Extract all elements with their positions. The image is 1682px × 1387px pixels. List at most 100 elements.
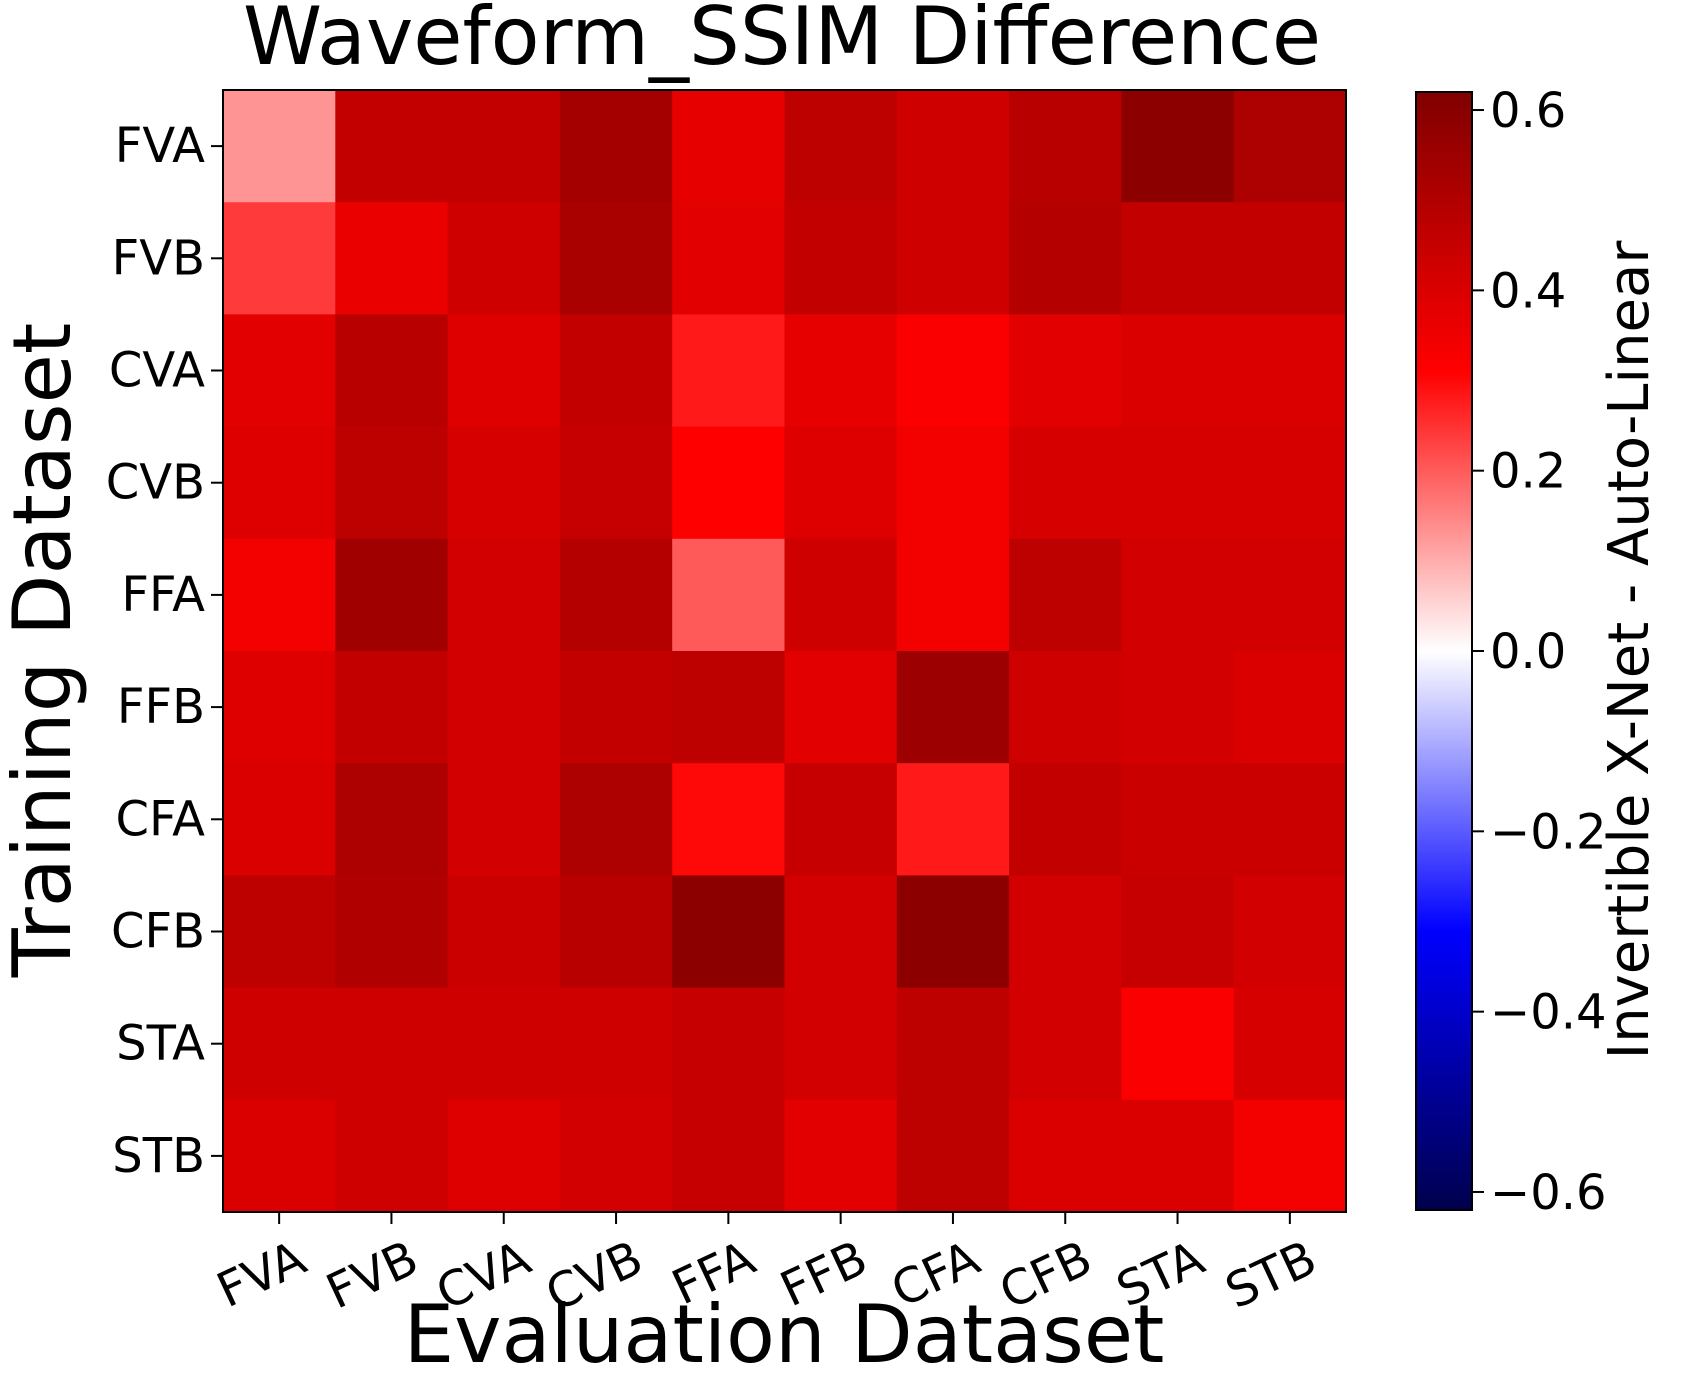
y-tick-label: FVA [115, 118, 205, 174]
heatmap-cell-CFB-FVB [335, 875, 449, 989]
heatmap-cell-STA-STB [1233, 987, 1347, 1101]
heatmap-cell-FFB-FVB [335, 651, 449, 764]
heatmap-cell-CFB-STB [1233, 875, 1347, 989]
y-tick-label: CVA [109, 343, 205, 399]
heatmap-cell-STB-STA [1121, 1099, 1235, 1213]
heatmap-cell-CVB-CVA [447, 426, 561, 540]
heatmap-cell-CVA-CFB [1009, 314, 1122, 428]
heatmap-cell-CVB-CFB [1009, 426, 1122, 540]
colorbar [1415, 91, 1473, 1211]
y-tick-label: CVB [106, 455, 205, 511]
heatmap-cell-CVA-CFA [896, 314, 1010, 428]
colorbar-tick-label: −0.2 [1490, 804, 1607, 860]
heatmap-cell-FVB-CVB [559, 202, 673, 315]
heatmap-cell-CFB-FVA [223, 875, 336, 989]
heatmap-cell-FFB-FVA [223, 651, 336, 764]
heatmap-cell-STA-CVA [447, 987, 561, 1101]
x-tick-label: STB [1217, 1230, 1325, 1320]
heatmap-cell-FFA-STA [1121, 538, 1235, 652]
heatmap-cell-FVA-FVB [335, 90, 449, 203]
heatmap-cell-FFA-FVB [335, 538, 449, 652]
heatmap-cell-FVB-FVA [223, 202, 336, 315]
heatmap-cell-FFB-STA [1121, 651, 1235, 764]
heatmap-cell-FFA-CVA [447, 538, 561, 652]
heatmap-cell-STB-CFA [896, 1099, 1010, 1213]
heatmap-cells [223, 90, 1347, 1213]
heatmap-cell-FVB-FVB [335, 202, 449, 315]
heatmap-cell-CFA-FFB [784, 763, 898, 876]
heatmap-cell-FFA-CVB [559, 538, 673, 652]
colorbar-tick-label: 0.0 [1490, 624, 1566, 680]
y-tick-label: FFA [121, 567, 205, 623]
heatmap-cell-STA-FFB [784, 987, 898, 1101]
chart-title: Waveform_SSIM Difference [243, 0, 1321, 83]
heatmap-cell-STA-STA [1121, 987, 1235, 1101]
heatmap-cell-CVA-STA [1121, 314, 1235, 428]
heatmap-cell-CFB-CFA [896, 875, 1010, 989]
heatmap-cell-STB-CVB [559, 1099, 673, 1213]
heatmap-cell-CVA-CVB [559, 314, 673, 428]
heatmap-cell-FFA-STB [1233, 538, 1347, 652]
heatmap-cell-FFA-FVA [223, 538, 336, 652]
heatmap-cell-CVB-STA [1121, 426, 1235, 540]
colorbar-tick-label: 0.2 [1490, 444, 1566, 500]
heatmap-cell-CFA-FFA [672, 763, 786, 876]
colorbar-tick-label: 0.6 [1490, 83, 1566, 139]
colorbar-tick-label: −0.6 [1490, 1165, 1607, 1221]
heatmap-cell-CFA-FVB [335, 763, 449, 876]
heatmap-cell-CVA-STB [1233, 314, 1347, 428]
heatmap-cell-STB-FVA [223, 1099, 336, 1213]
colorbar-tick-label: 0.4 [1490, 263, 1566, 319]
heatmap-cell-CFA-CVA [447, 763, 561, 876]
heatmap-cell-CFA-FVA [223, 763, 336, 876]
heatmap-cell-FFB-CVB [559, 651, 673, 764]
heatmap-cell-STB-FFB [784, 1099, 898, 1213]
heatmap-cell-FVB-CFB [1009, 202, 1122, 315]
heatmap-cell-FVB-FFB [784, 202, 898, 315]
heatmap-cell-STB-CVA [447, 1099, 561, 1213]
heatmap-cell-FFB-FFA [672, 651, 786, 764]
heatmap-cell-FVA-FFA [672, 90, 786, 203]
heatmap-cell-FVB-CFA [896, 202, 1010, 315]
y-tick-label: FVB [112, 230, 205, 286]
heatmap-cell-FVA-STB [1233, 90, 1347, 203]
heatmap-cell-CVB-FFB [784, 426, 898, 540]
y-tick-label: FFB [117, 679, 205, 735]
heatmap-cell-CFA-CVB [559, 763, 673, 876]
heatmap-cell-FFB-STB [1233, 651, 1347, 764]
heatmap-cell-STA-FVA [223, 987, 336, 1101]
heatmap-cell-CVB-FVA [223, 426, 336, 540]
colorbar-tick-label: −0.4 [1490, 985, 1607, 1041]
heatmap-cell-FVB-FFA [672, 202, 786, 315]
heatmap-cell-FFA-FFA [672, 538, 786, 652]
heatmap-cell-CVA-CVA [447, 314, 561, 428]
heatmap-cell-FFA-CFB [1009, 538, 1122, 652]
heatmap-cell-FFB-CFB [1009, 651, 1122, 764]
heatmap-cell-FFA-CFA [896, 538, 1010, 652]
heatmap-cell-FFA-FFB [784, 538, 898, 652]
heatmap-cell-CVA-FFA [672, 314, 786, 428]
heatmap-cell-STA-FFA [672, 987, 786, 1101]
heatmap-cell-CFA-STB [1233, 763, 1347, 876]
colorbar-ticks: 0.6 0.4 0.2 0.0 −0.2 −0.4 −0.6 [1472, 83, 1607, 1221]
heatmap-cell-FVB-CVA [447, 202, 561, 315]
y-tick-label: CFB [111, 904, 205, 960]
heatmap-cell-FVB-STA [1121, 202, 1235, 315]
heatmap-cell-FVA-CFA [896, 90, 1010, 203]
y-axis-label: Training Dataset [0, 323, 89, 978]
heatmap-cell-STA-CFA [896, 987, 1010, 1101]
heatmap-cell-CVB-STB [1233, 426, 1347, 540]
plot-frame [222, 89, 1347, 1213]
heatmap-cell-CVB-CFA [896, 426, 1010, 540]
heatmap-cell-FVA-CVB [559, 90, 673, 203]
heatmap-cell-STA-CFB [1009, 987, 1122, 1101]
heatmap-cell-CVB-FFA [672, 426, 786, 540]
heatmap-cell-CFA-CFB [1009, 763, 1122, 876]
x-axis-label: Evaluation Dataset [404, 1288, 1165, 1381]
heatmap-cell-CVA-FVA [223, 314, 336, 428]
heatmap-cell-STB-FFA [672, 1099, 786, 1213]
heatmap-cell-FVA-FVA [223, 90, 336, 203]
heatmap-cell-FVA-CVA [447, 90, 561, 203]
heatmap-cell-FVA-STA [1121, 90, 1235, 203]
